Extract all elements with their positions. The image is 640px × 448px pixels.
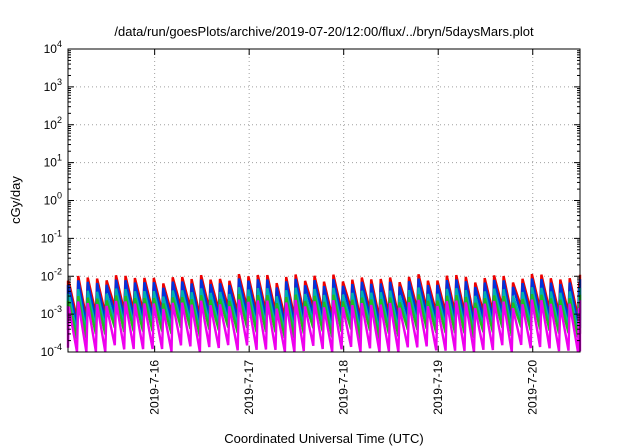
y-tick-label: 103	[44, 77, 62, 94]
series-line-5	[66, 299, 582, 353]
y-tick-base: 10	[44, 80, 58, 94]
y-tick-exponent: 1	[57, 153, 62, 163]
y-tick-label: 102	[44, 115, 62, 132]
y-tick-exponent: -2	[54, 266, 62, 276]
x-tick-label: 2019-7-20	[526, 360, 540, 415]
y-tick-base: 10	[44, 42, 58, 56]
x-tick-label: 2019-7-18	[337, 360, 351, 415]
y-tick-label: 104	[44, 39, 62, 56]
y-tick-exponent: -1	[54, 228, 62, 238]
x-tick-labels: 2019-7-16 2019-7-17 2019-7-18 2019-7-19 2019…	[148, 360, 540, 415]
y-tick-base: 10	[41, 269, 55, 283]
x-tick-label: 2019-7-16	[148, 360, 162, 415]
series-line-3	[66, 287, 582, 334]
x-tick-label: 2019-7-17	[242, 360, 256, 415]
y-tick-label: 10-1	[41, 228, 62, 245]
y-axis-label: cGy/day	[8, 176, 23, 224]
y-tick-exponent: 2	[57, 115, 62, 125]
y-tick-exponent: 3	[57, 77, 62, 87]
x-axis-label: Coordinated Universal Time (UTC)	[224, 431, 423, 446]
y-tick-exponent: 0	[57, 191, 62, 201]
chart-title: /data/run/goesPlots/archive/2019-07-20/1…	[114, 24, 534, 39]
y-tick-base: 10	[44, 194, 58, 208]
y-tick-label: 100	[44, 191, 62, 208]
y-tick-exponent: 4	[57, 39, 62, 49]
y-tick-base: 10	[41, 345, 55, 359]
y-tick-label: 10-2	[41, 266, 62, 283]
series-line-2	[66, 278, 582, 327]
y-tick-exponent: -4	[54, 342, 62, 352]
y-tick-exponent: -3	[54, 304, 62, 314]
y-tick-base: 10	[41, 307, 55, 321]
y-tick-base: 10	[41, 231, 55, 245]
series-layer	[66, 273, 582, 353]
y-tick-label: 10-3	[41, 304, 62, 321]
tick-layer	[68, 48, 580, 353]
y-tick-label: 10-4	[41, 342, 62, 359]
y-tick-base: 10	[44, 118, 58, 132]
y-tick-label: 101	[44, 153, 62, 170]
x-tick-label: 2019-7-19	[431, 360, 445, 415]
y-tick-base: 10	[44, 156, 58, 170]
